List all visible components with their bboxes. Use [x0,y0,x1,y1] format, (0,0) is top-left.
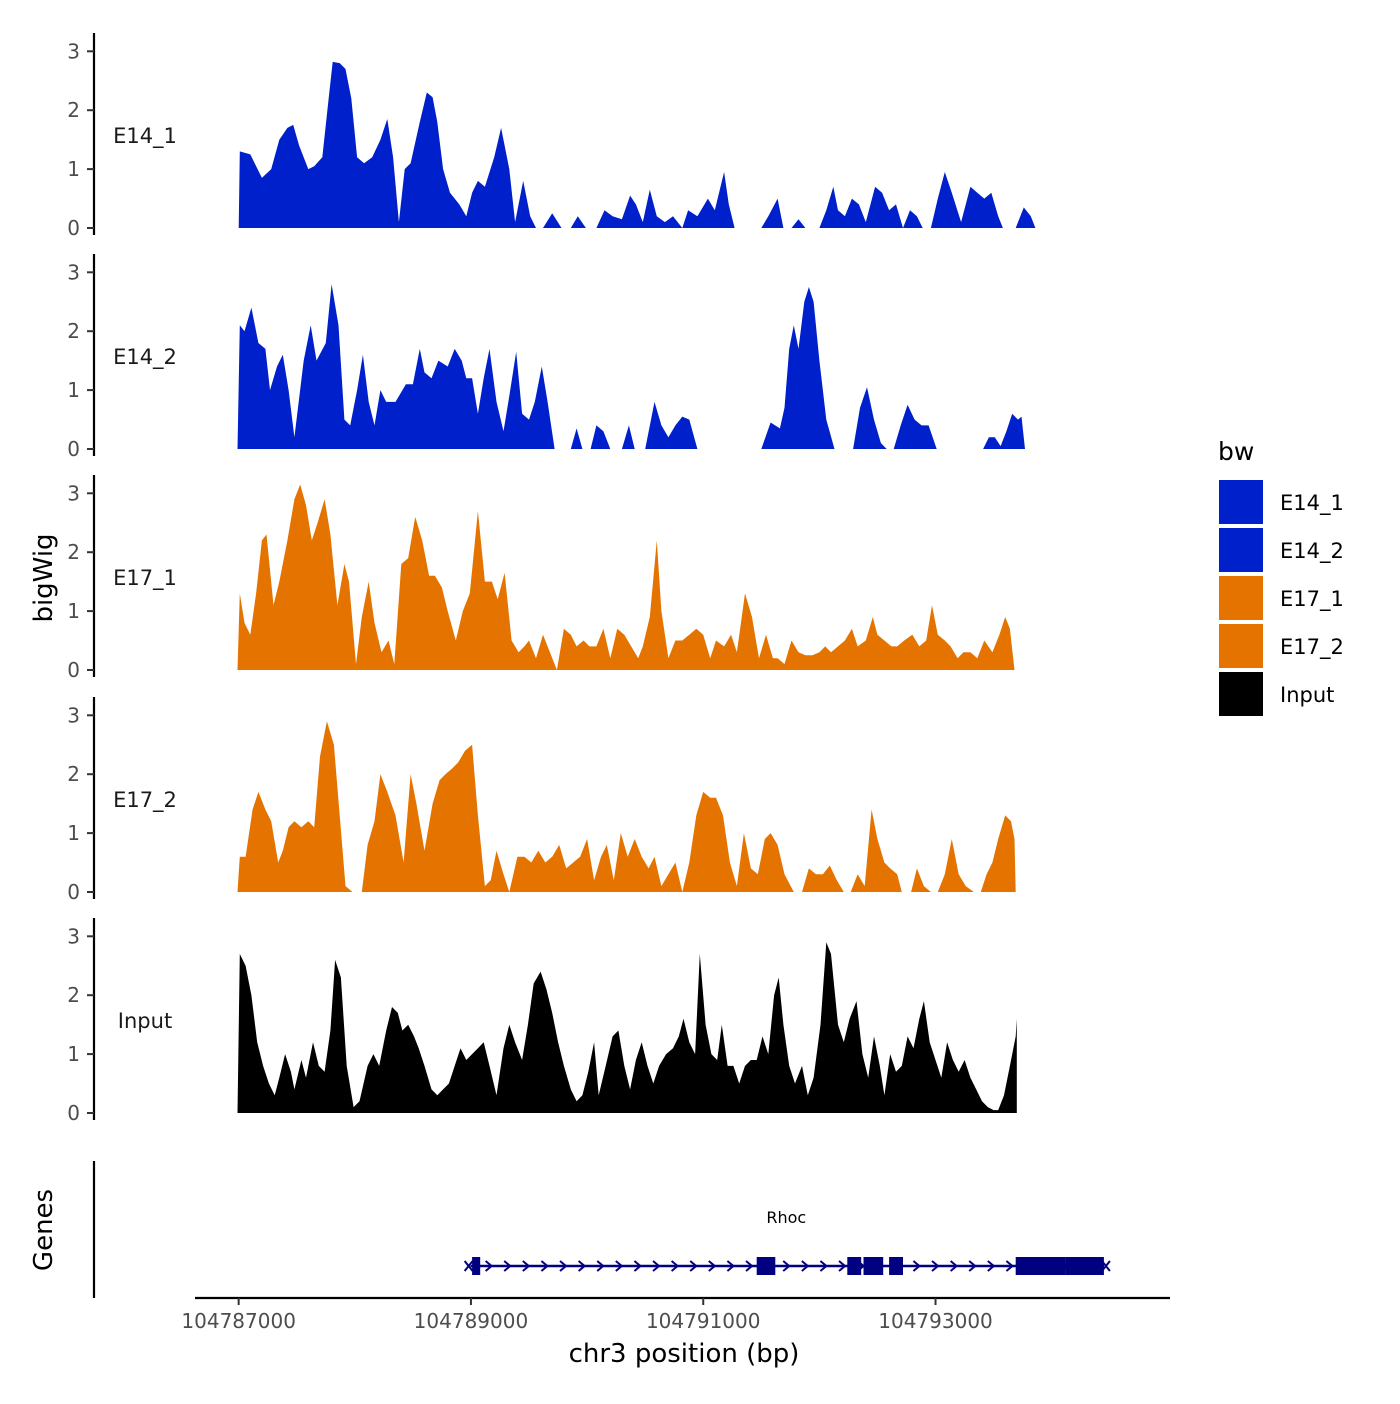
y-tick-label: 0 [67,1101,80,1125]
y-tick-label: 0 [67,437,80,461]
strand-arrow [838,1260,847,1272]
gene-start-marker [463,1260,474,1272]
track-e14-1: 0 1 2 3 E14_1 [67,33,1036,240]
track-label: Input [118,1009,172,1033]
x-tick-label: 104791000 [646,1309,761,1333]
y-tick-label: 3 [67,703,80,727]
gene-exon [756,1257,776,1275]
gene-exon [889,1257,903,1275]
coverage-tracks: 0 1 2 3 E14_1 0 1 2 3 E14_2 0 1 2 3 E17_1 0 1 2 3 E17_2 0 1 2 3… [67,33,1036,1125]
strand-arrow [540,1260,549,1272]
gene-track: Genes Rhoc [29,1161,1111,1298]
track-label: E14_2 [113,345,177,370]
y-tick-label: 1 [67,378,80,402]
track-e17-2: 0 1 2 3 E17_2 [67,697,1016,904]
y-tick-label: 0 [67,658,80,682]
legend-swatch [1219,672,1263,716]
gene-end-marker [1101,1260,1111,1272]
strand-arrow [689,1260,698,1272]
legend-swatch [1219,528,1263,572]
legend-swatch [1219,624,1263,668]
strand-arrow [1005,1260,1014,1272]
legend-title: bw [1218,437,1254,466]
strand-arrow [708,1260,717,1272]
y-tick-label: 2 [67,762,80,786]
strand-arrow [503,1260,512,1272]
strand-arrow [801,1260,810,1272]
strand-arrow [819,1260,828,1272]
y-tick-label: 3 [67,260,80,284]
area-e14-2 [237,284,1025,449]
y-tick-label: 2 [67,98,80,122]
y-tick-label: 3 [67,481,80,505]
legend-label: E17_2 [1280,635,1344,660]
track-label: E17_1 [113,566,177,591]
strand-arrow [987,1260,996,1272]
y-tick-label: 1 [67,157,80,181]
gene-exon [847,1257,862,1275]
track-input: 0 1 2 3 Input [67,918,1017,1125]
gene-name-label: Rhoc [766,1208,806,1227]
x-axis-title: chr3 position (bp) [569,1339,800,1369]
y-tick-label: 3 [67,924,80,948]
strand-arrow [559,1260,568,1272]
y-tick-label: 3 [67,39,80,63]
strand-arrow [577,1260,587,1272]
area-input [237,942,1017,1113]
strand-arrow [652,1260,661,1272]
track-e14-2: 0 1 2 3 E14_2 [67,254,1025,461]
strand-arrow [782,1260,791,1272]
x-axis: chr3 position (bp) 104787000 104789000 104… [181,1296,1170,1369]
y-tick-label: 1 [67,1042,80,1066]
track-label: E17_2 [113,788,177,813]
x-tick-label: 104787000 [181,1309,296,1333]
strand-arrow [726,1260,735,1272]
strand-arrow [912,1260,921,1272]
area-e17-1 [237,484,1015,670]
area-e17-2 [237,721,1016,892]
y-tick-label: 2 [67,983,80,1007]
y-tick-label: 2 [67,540,80,564]
strand-arrow [596,1260,605,1272]
y-axis-title: bigWig [29,533,59,622]
legend-swatch [1219,480,1263,524]
legend-label: Input [1280,683,1334,707]
strand-arrow [949,1260,959,1272]
y-tick-label: 0 [67,216,80,240]
y-tick-label: 1 [67,821,80,845]
y-axis-title-group: bigWig [29,533,59,622]
strand-arrow [968,1260,977,1272]
gene-exon [472,1257,481,1275]
legend-label: E14_1 [1280,491,1344,516]
gene-exon [1015,1257,1066,1275]
strand-arrow [745,1260,754,1272]
x-tick-label: 104789000 [414,1309,529,1333]
legend-swatch [1219,576,1263,620]
y-tick-label: 2 [67,319,80,343]
gene-track-label: Genes [29,1189,59,1271]
legend-label: E17_1 [1280,587,1344,612]
y-tick-label: 1 [67,599,80,623]
strand-arrow [484,1260,494,1272]
strand-arrow [615,1260,624,1272]
gene-exon [1065,1257,1104,1275]
track-e17-1: 0 1 2 3 E17_1 [67,475,1015,682]
strand-arrow [931,1260,940,1272]
track-label: E14_1 [113,124,177,149]
y-tick-label: 0 [67,880,80,904]
gene-exon [863,1257,884,1275]
strand-arrow [670,1260,680,1272]
x-tick-label: 104793000 [878,1309,993,1333]
legend: bw E14_1 E14_2 E17_1 E17_2 Input [1218,437,1344,716]
strand-arrow [633,1260,642,1272]
area-e14-1 [238,61,1036,229]
legend-label: E14_2 [1280,539,1344,564]
strand-arrow [522,1260,531,1272]
